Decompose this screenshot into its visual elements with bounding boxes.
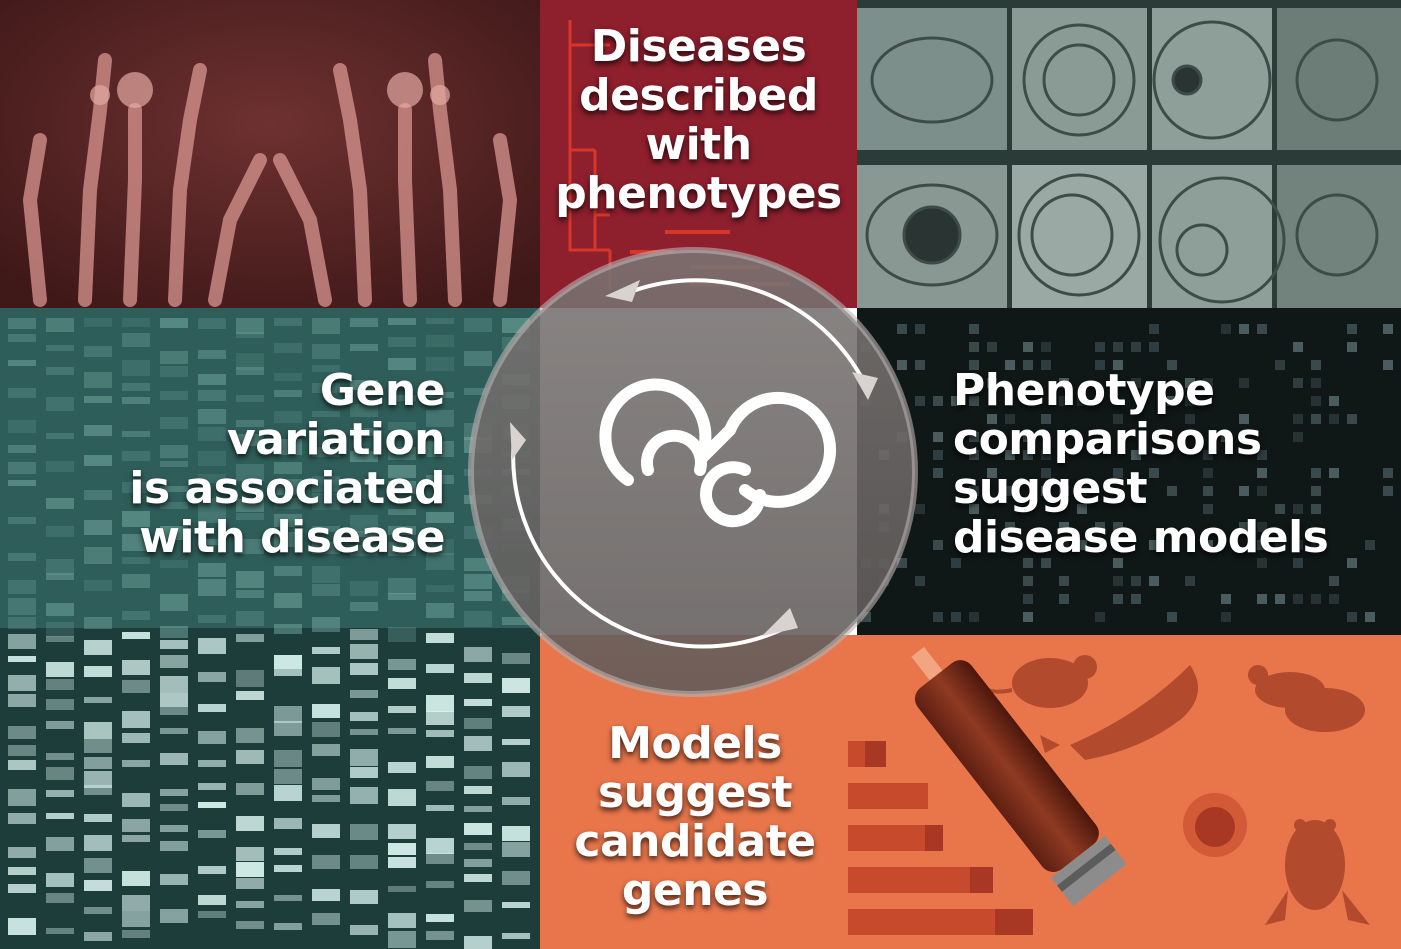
diseases-label: Diseases described with phenotypes — [555, 21, 842, 219]
lens-circle — [471, 250, 915, 694]
electrophoresis-gel-image — [0, 308, 540, 949]
gene-gel-panel — [0, 308, 540, 949]
frog-icon — [1265, 815, 1370, 925]
arrow-head-right — [852, 372, 878, 400]
models-label: Models suggest candidate genes — [574, 718, 816, 916]
arrow-head-top — [605, 280, 640, 302]
cell-icon — [1183, 793, 1247, 857]
xray-hands-panel — [0, 0, 540, 308]
arrow-head-bottom — [762, 608, 798, 636]
xray-hands-image — [0, 0, 540, 308]
comparison-matrix-graphic — [857, 308, 1401, 635]
phenotype-matrix-panel — [857, 308, 1401, 635]
arrow-head-left — [510, 422, 526, 460]
phenotype-comparisons-label: Phenotype comparisons suggest disease mo… — [953, 365, 1329, 563]
candidate-gene-bars — [848, 741, 1033, 935]
gene-variation-label: Gene variation is associated with diseas… — [129, 365, 445, 563]
eye-images-panel — [857, 0, 1401, 308]
cycle-arrows — [511, 278, 870, 649]
infinity-loop-icon — [599, 378, 837, 528]
eye-photographs — [857, 8, 1401, 308]
zebrafish-icon — [1040, 665, 1198, 760]
mouse-icon — [978, 655, 1097, 708]
fruit-fly-icon — [1248, 665, 1365, 732]
